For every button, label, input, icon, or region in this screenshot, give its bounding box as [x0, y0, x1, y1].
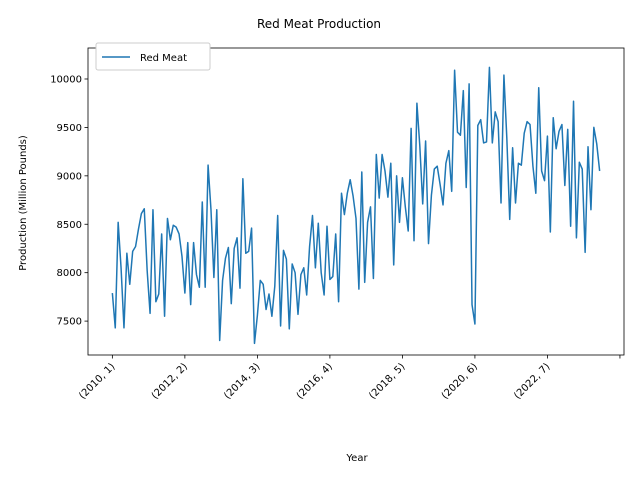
x-tick-label: (2012, 2) [150, 361, 190, 401]
y-tick-label: 7500 [57, 317, 82, 328]
y-tick-label: 8500 [57, 220, 82, 231]
y-axis-label: Production (Million Pounds) [18, 135, 29, 271]
x-axis-label: Year [345, 453, 368, 464]
legend-label-red-meat: Red Meat [140, 53, 187, 64]
chart-title: Red Meat Production [257, 17, 381, 31]
x-tick-label: (2018, 5) [367, 361, 407, 401]
x-tick-label: (2016, 4) [295, 361, 335, 401]
x-tick-label: (2020, 6) [440, 361, 480, 401]
x-tick-label: (2022, 7) [512, 361, 552, 401]
y-tick-label: 9500 [57, 123, 82, 134]
plot-area: 7500 8000 8500 9000 9500 10000 (2010, 1) (2012,… [50, 47, 625, 402]
series-line-red-meat [111, 66, 601, 345]
legend-box [95, 42, 211, 71]
x-tick-label: (2010, 1) [77, 361, 117, 401]
y-tick-label: 10000 [50, 74, 82, 85]
y-tick-label: 9000 [57, 171, 82, 182]
y-tick-label: 8000 [57, 268, 82, 279]
legend: Red Meat [95, 42, 211, 71]
axes-frame [87, 47, 625, 356]
x-tick-label: (2014, 3) [222, 361, 262, 401]
